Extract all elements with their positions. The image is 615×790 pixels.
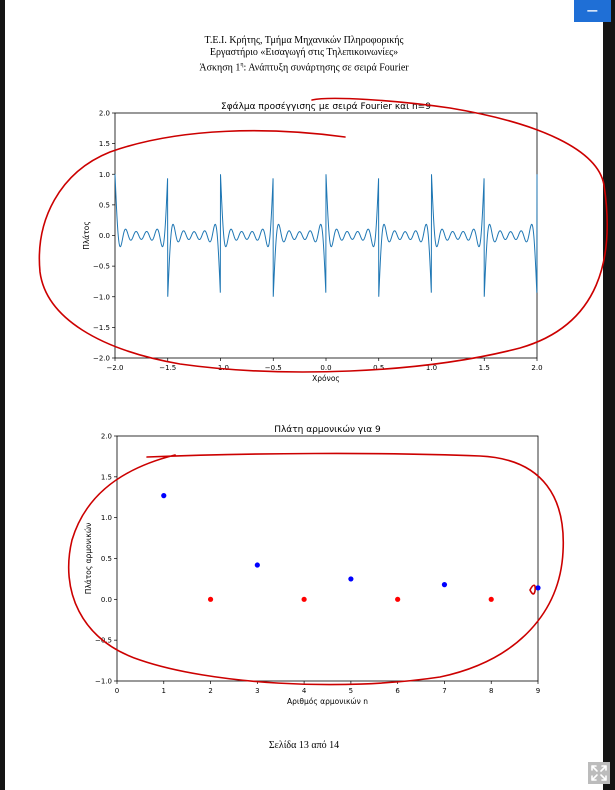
document-page: Τ.Ε.Ι. Κρήτης, Τμήμα Μηχανικών Πληροφορι… (5, 0, 603, 790)
even-harmonic-point (207, 596, 214, 602)
y-tick-label: 1.5 (99, 140, 110, 148)
x-tick-label: 2 (208, 687, 212, 695)
x-tick-label: 1 (162, 687, 166, 695)
x-tick-label: 7 (442, 687, 446, 695)
y-tick-label: 1.5 (101, 473, 112, 481)
y-tick-label: 2.0 (99, 110, 110, 118)
y-tick-label: 0.5 (101, 555, 112, 563)
header-line-2: Εργαστήριο «Εισαγωγή στις Τηλεπικοινωνίε… (209, 47, 399, 58)
header-line-3-prefix: Άσκηση 1 (199, 62, 241, 74)
y-tick-label: 0.5 (99, 201, 110, 209)
y-tick-label: 1.0 (101, 514, 112, 522)
x-axis-label: Χρόνος (312, 374, 340, 383)
y-tick-label: −1.5 (93, 324, 110, 332)
plot-frame (116, 435, 539, 682)
x-tick-label: 6 (395, 687, 400, 695)
fullscreen-button[interactable] (588, 762, 610, 784)
y-tick-label: 0.0 (99, 232, 110, 240)
chart-title: Σφάλμα προσέγγισης με σειρά Fourier και … (221, 101, 431, 112)
odd-harmonic-point (348, 576, 354, 582)
x-axis-label: Αριθμός αρμονικών n (287, 697, 368, 706)
x-tick-label: 1.5 (479, 364, 490, 372)
x-tick-label: 8 (489, 687, 493, 695)
y-tick-label: −1.0 (95, 678, 112, 686)
x-tick-label: 0.0 (320, 364, 331, 372)
x-tick-label: 5 (349, 687, 353, 695)
y-tick-label: −0.5 (95, 637, 112, 645)
even-harmonic-point (301, 596, 307, 602)
y-tick-label: 1.0 (99, 171, 110, 179)
page-footer: Σελίδα 13 από 14 (268, 740, 340, 751)
x-tick-label: −1.5 (159, 364, 176, 372)
odd-harmonic-point (535, 585, 541, 591)
collapse-button[interactable]: − (574, 0, 611, 22)
x-tick-label: 0 (115, 687, 119, 695)
chart-title: Πλάτη αρμονικών για 9 (274, 424, 381, 435)
x-tick-label: 1.0 (426, 364, 437, 372)
odd-harmonic-point (254, 562, 260, 568)
y-tick-label: 2.0 (101, 433, 112, 441)
harmonic-amplitudes-chart: 0 1 2 3 4 5 6 7 8 9 −1.0 −0.5 0.0 0.5 1.0 1.5 2.0 Πλάτη α… (84, 424, 541, 706)
header-line-3-suffix: : Ανάπτυξη συνάρτησης σε σειρά Fourier (243, 62, 409, 74)
even-harmonic-point (395, 596, 401, 602)
y-axis-label: Πλάτος αρμονικών (84, 523, 93, 595)
y-tick-label: −1.0 (93, 293, 110, 301)
x-tick-label: 3 (255, 687, 259, 695)
y-tick-label: 0.0 (101, 596, 112, 604)
y-tick-label: −0.5 (93, 263, 110, 271)
x-tick-label: 2.0 (531, 364, 542, 372)
even-harmonic-point (488, 596, 494, 602)
header-line-1: Τ.Ε.Ι. Κρήτης, Τμήμα Μηχανικών Πληροφορι… (204, 35, 404, 46)
header-line-3-sup: η (240, 62, 244, 68)
x-tick-label: −2.0 (107, 364, 124, 372)
error-series-line (114, 174, 538, 297)
minus-icon: − (585, 1, 600, 20)
y-tick-label: −2.0 (93, 355, 110, 363)
x-tick-label: −1.0 (212, 364, 229, 372)
expand-arrows-icon (591, 765, 607, 781)
y-axis-label: Πλάτος (82, 221, 91, 250)
x-tick-label: 9 (536, 687, 540, 695)
x-tick-label: 0.5 (373, 364, 384, 372)
odd-harmonic-point (161, 493, 167, 499)
x-tick-label: −0.5 (265, 364, 282, 372)
odd-harmonic-point (441, 582, 448, 588)
x-tick-label: 4 (302, 687, 307, 695)
header-line-3: Άσκηση 1η: Ανάπτυξη συνάρτησης σε σειρά … (5, 59, 603, 74)
